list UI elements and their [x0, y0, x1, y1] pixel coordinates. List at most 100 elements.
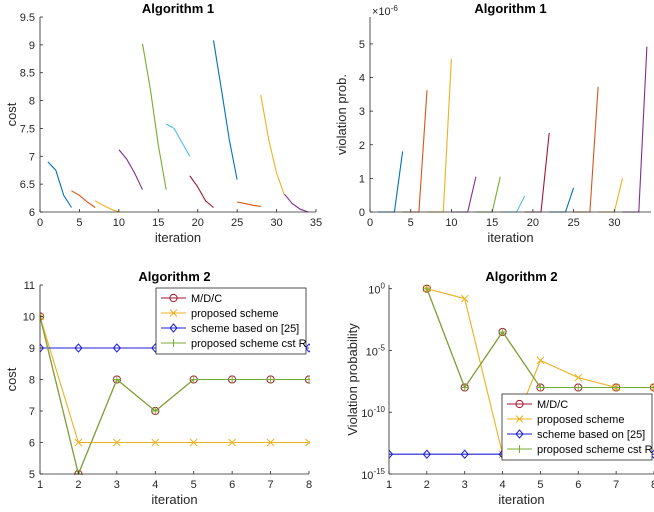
y-tick-label: 9: [29, 343, 35, 355]
y-tick-label: 1: [359, 173, 365, 185]
legend-marker: [169, 293, 178, 303]
data-point: [389, 449, 394, 459]
series-line-10: [260, 94, 286, 196]
x-tick-label: 20: [527, 217, 539, 229]
legend-label: M/D/C: [191, 293, 222, 305]
x-tick-label: 25: [231, 217, 243, 229]
x-tick-label: 8: [651, 479, 654, 491]
x-tick-label: 4: [152, 479, 158, 491]
y-tick-label: 7: [29, 151, 35, 163]
data-point: [650, 383, 654, 392]
data-point: [40, 343, 45, 353]
y-tick-label: 3: [359, 106, 365, 118]
data-point: [574, 383, 583, 392]
x-axis-label: iteration: [155, 230, 201, 245]
data-point: [228, 375, 237, 384]
x-tick-label: 7: [268, 479, 274, 491]
x-tick-label: 10: [445, 217, 457, 229]
x-tick-label: 30: [270, 217, 282, 229]
series-line-6: [165, 123, 191, 157]
series-line-4: [118, 149, 143, 190]
data-point: [40, 312, 44, 321]
data-point: [422, 449, 432, 459]
y-tick-label: 100: [368, 282, 385, 297]
y-tick-label: 8.5: [20, 68, 35, 80]
data-point: [266, 375, 275, 384]
y-tick-label: 6: [29, 207, 35, 219]
data-point: [460, 449, 469, 459]
legend-label: proposed scheme: [191, 308, 278, 320]
data-point: [460, 294, 469, 303]
series-line-5: [141, 43, 167, 190]
y-tick-label: 8: [29, 375, 35, 387]
x-tick-label: 0: [367, 217, 373, 229]
y-tick-label: 6: [29, 438, 35, 450]
chart-title: Algorithm 2: [485, 269, 557, 284]
data-point: [113, 438, 121, 447]
data-point: [266, 438, 275, 447]
series-line-4: [40, 316, 309, 475]
legend-marker: [169, 339, 178, 347]
data-point: [189, 438, 198, 447]
x-tick-label: 10: [113, 217, 125, 229]
data-point: [536, 383, 545, 392]
x-tick-label: 5: [537, 479, 543, 491]
y-axis-label: cost: [4, 367, 19, 391]
data-point: [536, 356, 545, 365]
x-tick-label: 6: [229, 479, 235, 491]
y-tick-label: 10: [23, 312, 35, 324]
series-line-11: [284, 193, 309, 213]
series-line-8: [212, 40, 238, 180]
legend-label: proposed scheme cst R: [191, 338, 307, 350]
series-line-2: [40, 316, 309, 444]
data-point: [74, 438, 83, 447]
y-axis-label: cost: [4, 102, 19, 126]
x-tick-label: 15: [486, 217, 498, 229]
legend-label: proposed scheme cst R: [537, 444, 653, 456]
series-line-1: [47, 161, 72, 208]
x-axis-label: iteration: [498, 492, 544, 507]
plot-area: [370, 17, 651, 212]
data-point: [650, 383, 654, 392]
data-point: [305, 438, 310, 447]
data-point: [74, 343, 83, 353]
legend-marker: [515, 429, 524, 439]
x-tick-label: 7: [613, 479, 619, 491]
y-tick-label: 9: [29, 40, 35, 52]
data-point: [305, 375, 310, 384]
series-line-7: [189, 175, 214, 208]
x-tick-label: 20: [192, 217, 204, 229]
x-tick-label: 4: [500, 479, 506, 491]
y-tick-label: 10-15: [361, 467, 385, 482]
chart-panel-1: 0 5 10 15 20 25 30 35 6 6.5 7 7.5 8 8.5 9 9.5 Algorithm …: [4, 1, 322, 245]
y-tick-label: 8: [29, 96, 35, 108]
data-point: [189, 375, 198, 384]
legend-marker: [515, 415, 524, 423]
chart-title: Algorithm 1: [474, 1, 546, 16]
data-point: [151, 438, 160, 447]
data-point: [612, 383, 621, 392]
x-tick-label: 2: [424, 479, 430, 491]
y-tick-label: 10-10: [361, 405, 385, 420]
data-point: [228, 438, 236, 447]
x-tick-label: 3: [462, 479, 468, 491]
x-tick-label: 35: [310, 217, 322, 229]
x-tick-label: 5: [408, 217, 414, 229]
legend-marker: [515, 399, 524, 409]
y-tick-label: 7.5: [20, 123, 35, 135]
x-tick-label: 3: [114, 479, 120, 491]
x-tick-label: 15: [152, 217, 164, 229]
chart-title: Algorithm 1: [142, 1, 214, 16]
y-tick-label: 7: [29, 406, 35, 418]
chart-panel-2: 0 5 10 15 20 25 30 0 1 2 3 4 5 ×10-6 Algorithm 1 iterat…: [334, 1, 651, 245]
data-point: [112, 343, 122, 353]
series-line-9: [236, 201, 261, 207]
legend-marker: [169, 323, 178, 333]
x-tick-label: 25: [567, 217, 579, 229]
y-tick-label: 4: [359, 73, 365, 85]
y-tick-label: 10-5: [366, 343, 386, 358]
plot-area: [40, 17, 316, 212]
data-point: [422, 284, 431, 293]
